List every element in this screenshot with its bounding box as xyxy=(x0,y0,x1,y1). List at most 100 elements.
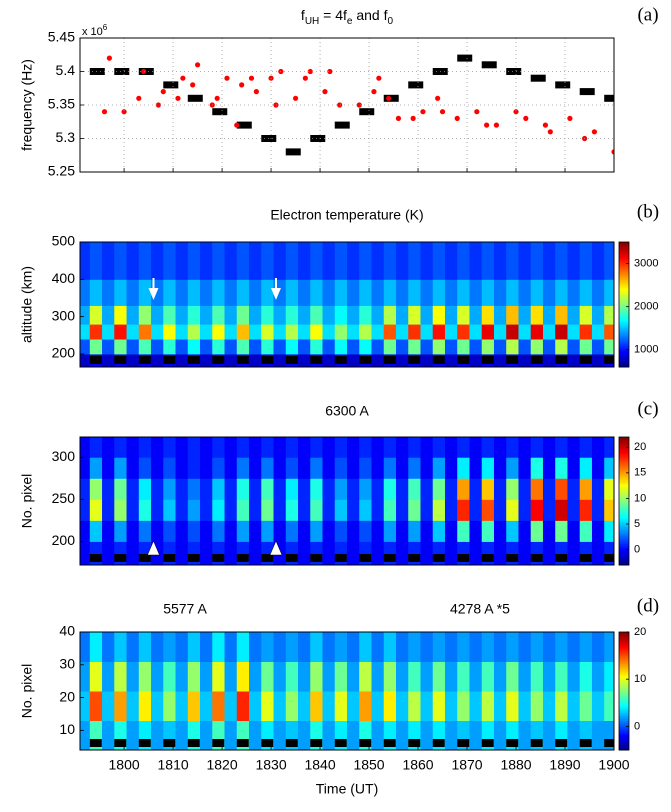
heatmap-cell xyxy=(212,457,226,479)
colorbar-segment xyxy=(619,285,629,289)
heatmap-cell xyxy=(175,541,189,565)
colorbar-segment xyxy=(619,665,629,668)
heater-marker xyxy=(187,554,200,562)
heatmap-cell xyxy=(567,324,581,340)
frequency-dot xyxy=(523,115,529,121)
heatmap-cell xyxy=(175,353,189,367)
colorbar-segment xyxy=(619,526,629,530)
frequency-dot xyxy=(484,122,490,128)
heatmap-cell xyxy=(89,457,103,479)
colorbar-tick-label: 2000 xyxy=(634,301,658,313)
heatmap-cell xyxy=(408,242,421,280)
heatmap-cell xyxy=(444,353,458,367)
heatmap-cell xyxy=(224,279,238,306)
heatmap-cell xyxy=(408,520,421,542)
heatmap-cell xyxy=(518,437,532,458)
heatmap-cell xyxy=(567,720,581,750)
heatmap-cell xyxy=(604,632,614,662)
heatmap-cell xyxy=(236,242,250,280)
heatmap-cell xyxy=(138,242,152,280)
heatmap-cell xyxy=(371,541,385,565)
heatmap-cell xyxy=(567,632,581,662)
heatmap-cell xyxy=(359,339,372,355)
colorbar-frame xyxy=(618,631,630,751)
frequency-dot xyxy=(292,95,299,101)
colorbar-segment xyxy=(619,279,629,283)
heatmap-cell xyxy=(175,279,189,306)
heatmap-cell xyxy=(224,478,238,500)
heater-marker xyxy=(555,554,568,562)
heatmap-cell xyxy=(469,339,483,355)
heatmap-cell xyxy=(395,720,409,750)
heatmap-cell xyxy=(200,691,213,721)
colorbar-segment xyxy=(619,732,629,735)
colorbar-segment xyxy=(619,337,629,341)
heatmap-cell xyxy=(322,437,336,458)
heatmap-cell xyxy=(604,437,614,458)
heatmap-cell xyxy=(224,324,238,340)
heatmap-cell xyxy=(591,541,605,565)
heatmap-cell xyxy=(114,324,128,340)
heatmap-cell xyxy=(224,520,238,542)
plot-area xyxy=(89,54,614,156)
heatmap-cell xyxy=(530,499,544,521)
colorbar-segment xyxy=(619,748,629,751)
frequency-bar xyxy=(481,61,497,69)
heatmap-cell xyxy=(187,324,201,340)
heater-marker xyxy=(432,356,445,364)
heatmap-cell xyxy=(138,437,152,458)
heatmap-cell xyxy=(114,499,128,521)
frequency-dot xyxy=(513,109,519,115)
colorbar-segment xyxy=(619,287,629,291)
heatmap-cell xyxy=(591,339,605,355)
heatmap-cell xyxy=(371,478,385,500)
heatmap-cell xyxy=(249,437,262,458)
heatmap-cell xyxy=(481,520,495,542)
heatmap-cell xyxy=(542,541,556,565)
heatmap-cell xyxy=(285,457,299,479)
heatmap-cell xyxy=(285,691,299,721)
heatmap-cell xyxy=(322,242,336,280)
heatmap-cell xyxy=(481,437,495,458)
heatmap-cell xyxy=(444,339,458,355)
heatmap-cell xyxy=(322,478,336,500)
heatmap-cell xyxy=(89,279,103,306)
heatmap-cell xyxy=(347,339,360,355)
y-tick-label: 40 xyxy=(59,623,75,639)
heater-marker xyxy=(285,739,298,747)
y-tick-label: 10 xyxy=(59,721,75,737)
heatmap-cell xyxy=(383,279,397,306)
heatmap-cell xyxy=(493,242,507,280)
heatmap-cell xyxy=(322,499,336,521)
colorbar-segment xyxy=(619,325,629,328)
heatmap-cell xyxy=(89,520,103,542)
heatmap-cell xyxy=(555,632,568,662)
heatmap-cell xyxy=(530,478,544,500)
colorbar-segment xyxy=(619,350,629,353)
colorbar-segment xyxy=(619,473,629,476)
heatmap-cell xyxy=(408,279,421,306)
heatmap-cell xyxy=(604,279,614,306)
colorbar-segment xyxy=(619,657,629,661)
heatmap-cell xyxy=(383,437,397,458)
heatmap-cell xyxy=(261,437,275,458)
colorbar-segment xyxy=(619,300,629,303)
heater-marker xyxy=(408,356,421,364)
colorbar-segment xyxy=(619,296,629,299)
heatmap-cell xyxy=(187,305,201,325)
heatmap-cell xyxy=(347,632,360,662)
heatmap-cell xyxy=(249,520,262,542)
heater-marker xyxy=(163,739,176,747)
heatmap-cell xyxy=(420,339,434,355)
heatmap-cell xyxy=(542,279,556,306)
heatmap-cell xyxy=(579,437,593,458)
heatmap-cell xyxy=(555,457,568,479)
colorbar-segment xyxy=(619,554,629,557)
heatmap-cell xyxy=(236,691,250,721)
frequency-dot xyxy=(420,109,426,115)
heatmap-cell xyxy=(555,242,568,280)
heatmap-cell xyxy=(102,541,115,565)
heatmap-cell xyxy=(126,499,140,521)
colorbar-segment xyxy=(619,533,629,536)
colorbar-tick-label: 1000 xyxy=(634,344,658,356)
